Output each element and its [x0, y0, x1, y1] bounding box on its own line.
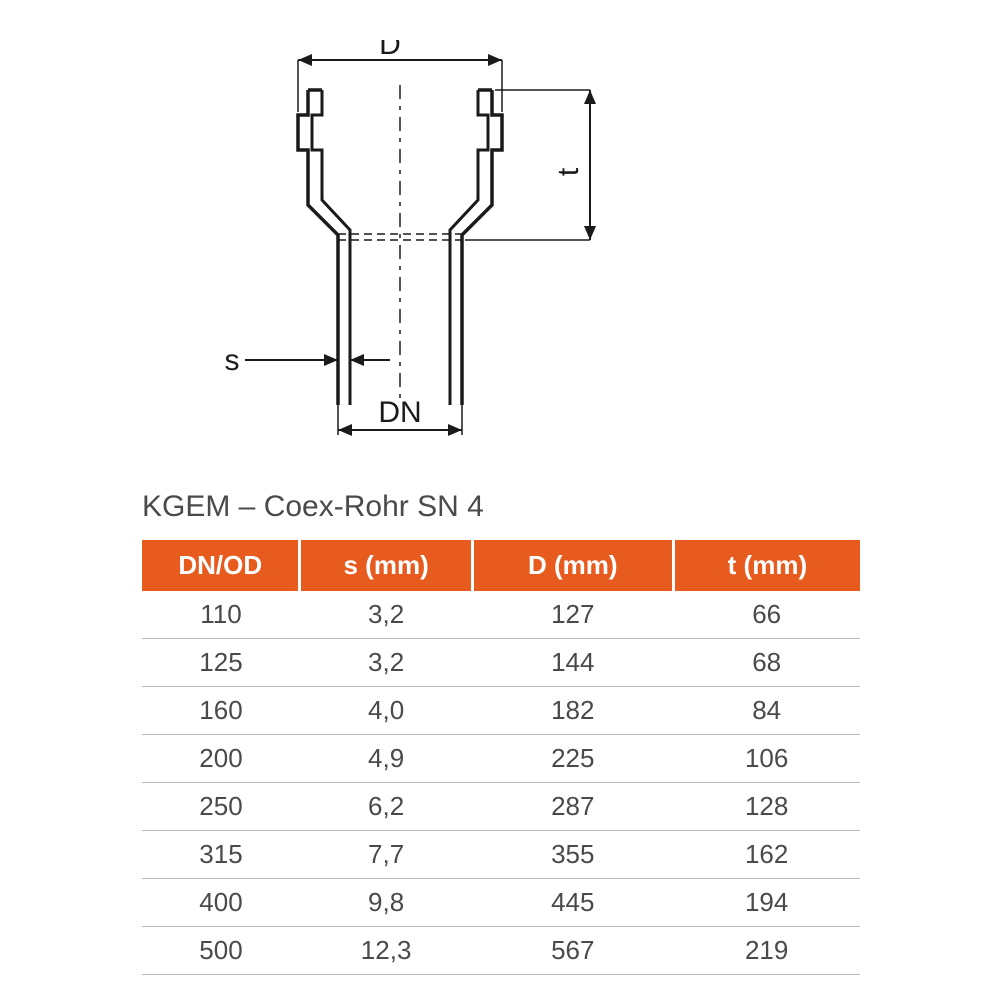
table-row: 200 4,9 225 106: [142, 735, 860, 783]
pipe-right-inner: [450, 90, 488, 405]
table-title: KGEM – Coex-Rohr SN 4: [142, 490, 484, 524]
table-row: 500 12,3 567 219: [142, 927, 860, 975]
table-row: 110 3,2 127 66: [142, 591, 860, 639]
label-D: D: [379, 40, 401, 61]
table-header-row: DN/OD s (mm) D (mm) t (mm): [142, 540, 860, 591]
col-header-dnod: DN/OD: [142, 540, 300, 591]
table-row: 250 6,2 287 128: [142, 783, 860, 831]
pipe-right-outer: [462, 90, 502, 405]
label-DN: DN: [378, 396, 421, 429]
table-row: 125 3,2 144 68: [142, 639, 860, 687]
table-body: 110 3,2 127 66 125 3,2 144 68 160 4,0 18…: [142, 591, 860, 975]
pipe-diagram: D t s DN: [190, 40, 670, 450]
col-header-t: t (mm): [673, 540, 860, 591]
label-t: t: [552, 167, 585, 176]
table-row: 160 4,0 182 84: [142, 687, 860, 735]
col-header-D: D (mm): [472, 540, 673, 591]
pipe-svg: D t s DN: [190, 40, 670, 450]
table-row: 315 7,7 355 162: [142, 831, 860, 879]
table-row: 400 9,8 445 194: [142, 879, 860, 927]
spec-table: DN/OD s (mm) D (mm) t (mm) 110 3,2 127 6…: [142, 540, 860, 975]
label-s: s: [225, 344, 240, 377]
col-header-s: s (mm): [300, 540, 472, 591]
